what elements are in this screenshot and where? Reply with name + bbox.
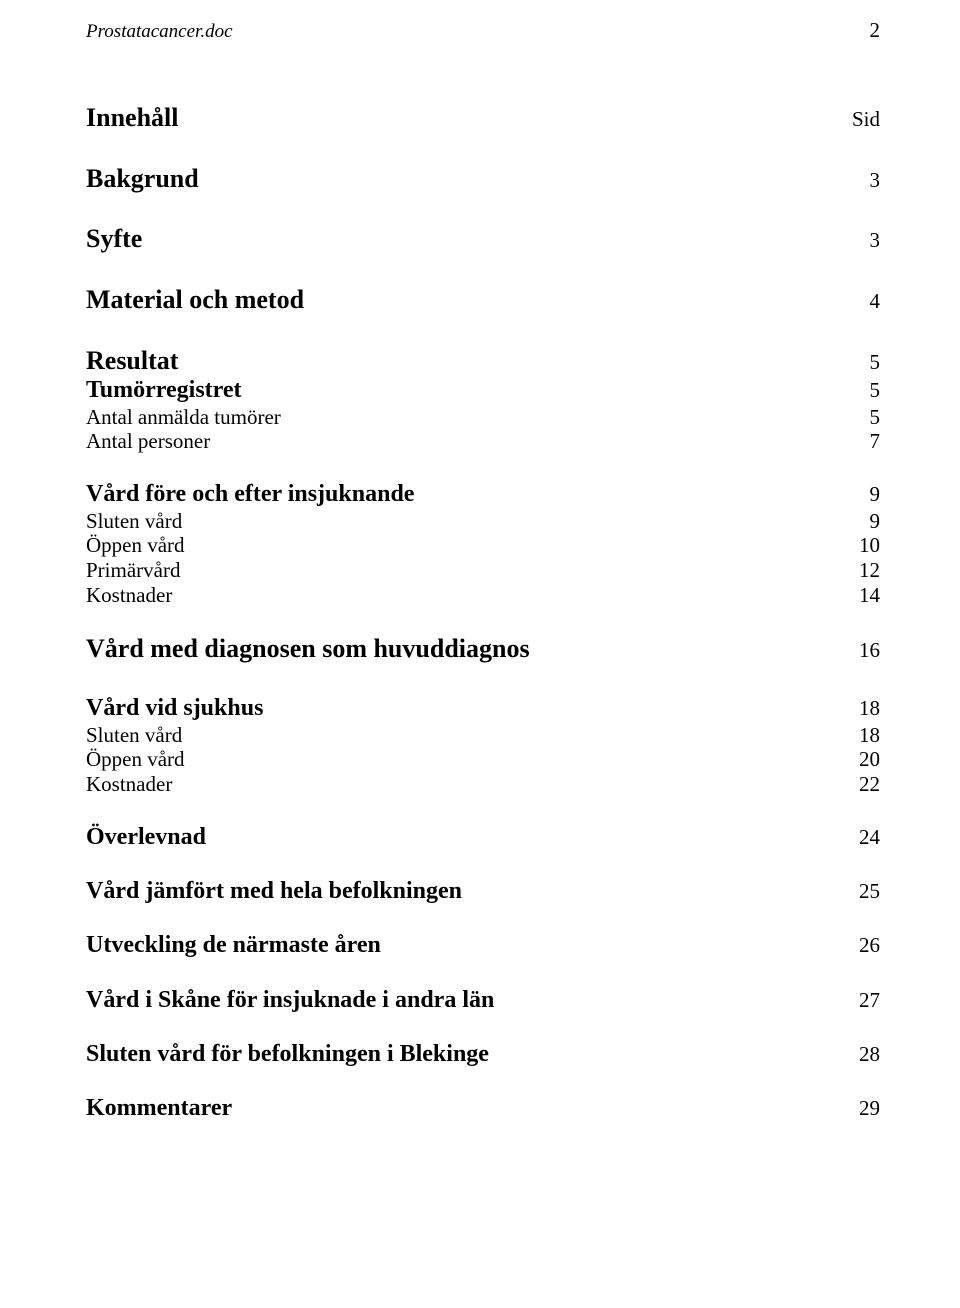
toc-page: 12 (850, 558, 880, 583)
toc-spacer (86, 664, 880, 694)
toc-row: Utveckling de närmaste åren 26 (86, 931, 880, 959)
toc-page: 10 (850, 533, 880, 558)
toc-label: Sluten vård (86, 723, 182, 748)
toc-page: 5 (850, 350, 880, 375)
toc-row: Bakgrund 3 (86, 164, 880, 195)
toc-page: 28 (850, 1042, 880, 1067)
header-filename: Prostatacancer.doc (86, 21, 233, 43)
toc-row: Sluten vård 18 (86, 723, 880, 748)
toc-spacer (86, 851, 880, 877)
toc-page: 24 (850, 825, 880, 850)
toc-row: Kostnader 22 (86, 772, 880, 797)
toc-row: Öppen vård 10 (86, 533, 880, 558)
toc-label: Bakgrund (86, 164, 199, 195)
toc-label: Vård vid sjukhus (86, 694, 263, 722)
toc-row: Material och metod 4 (86, 285, 880, 316)
toc-row: Resultat 5 (86, 346, 880, 377)
toc-row: Sluten vård för befolkningen i Blekinge 2… (86, 1040, 880, 1068)
toc-page: 3 (850, 168, 880, 193)
toc-label: Antal anmälda tumörer (86, 405, 281, 430)
toc-spacer (86, 454, 880, 480)
toc-row: Vård vid sjukhus 18 (86, 694, 880, 722)
toc-label: Sluten vård för befolkningen i Blekinge (86, 1040, 489, 1068)
toc-page: 25 (850, 879, 880, 904)
toc-row: Vård med diagnosen som huvuddiagnos 16 (86, 634, 880, 665)
toc-page: 9 (850, 482, 880, 507)
toc-spacer (86, 905, 880, 931)
toc-spacer (86, 134, 880, 164)
toc-label: Material och metod (86, 285, 304, 316)
toc-label: Kommentarer (86, 1094, 232, 1122)
document-page: Prostatacancer.doc 2 Innehåll Sid Bakgrund… (0, 0, 960, 1308)
toc-page: 16 (850, 638, 880, 663)
toc-label: Öppen vård (86, 533, 185, 558)
toc-page: 20 (850, 747, 880, 772)
toc-spacer (86, 1014, 880, 1040)
toc-spacer (86, 1068, 880, 1094)
toc-spacer (86, 608, 880, 634)
toc-page: 22 (850, 772, 880, 797)
toc-row: Överlevnad 24 (86, 823, 880, 851)
toc-label: Vård med diagnosen som huvuddiagnos (86, 634, 530, 665)
toc-label: Överlevnad (86, 823, 206, 851)
toc-row: Antal anmälda tumörer 5 (86, 405, 880, 430)
toc-page: 27 (850, 988, 880, 1013)
toc-page: 4 (850, 289, 880, 314)
toc-row: Sluten vård 9 (86, 509, 880, 534)
toc-label: Tumörregistret (86, 376, 242, 404)
toc-label: Vård före och efter insjuknande (86, 480, 414, 508)
toc-page: 9 (850, 509, 880, 534)
toc-page: 7 (850, 429, 880, 454)
toc-row: Innehåll Sid (86, 103, 880, 134)
toc-row: Antal personer 7 (86, 429, 880, 454)
toc-label: Kostnader (86, 583, 172, 608)
toc-page: 18 (850, 696, 880, 721)
header-page-number: 2 (870, 18, 881, 43)
toc-label: Syfte (86, 224, 142, 255)
toc-spacer (86, 960, 880, 986)
toc-label: Vård i Skåne för insjuknade i andra län (86, 986, 494, 1014)
toc-row: Kostnader 14 (86, 583, 880, 608)
toc-spacer (86, 316, 880, 346)
toc-row: Vård i Skåne för insjuknade i andra län 2… (86, 986, 880, 1014)
toc-page: 26 (850, 933, 880, 958)
toc-label: Resultat (86, 346, 178, 377)
table-of-contents: Innehåll Sid Bakgrund 3 Syfte 3 Material och m… (86, 103, 880, 1123)
toc-label: Antal personer (86, 429, 210, 454)
toc-spacer (86, 194, 880, 224)
toc-label: Kostnader (86, 772, 172, 797)
toc-label: Primärvård (86, 558, 180, 583)
toc-row: Öppen vård 20 (86, 747, 880, 772)
toc-page: 5 (850, 405, 880, 430)
toc-page: 3 (850, 228, 880, 253)
toc-row: Kommentarer 29 (86, 1094, 880, 1122)
page-header: Prostatacancer.doc 2 (86, 18, 880, 43)
toc-page: 14 (850, 583, 880, 608)
toc-page: Sid (850, 107, 880, 132)
toc-label: Vård jämfört med hela befolkningen (86, 877, 462, 905)
toc-label: Utveckling de närmaste åren (86, 931, 381, 959)
toc-row: Vård jämfört med hela befolkningen 25 (86, 877, 880, 905)
toc-row: Syfte 3 (86, 224, 880, 255)
toc-page: 18 (850, 723, 880, 748)
toc-row: Vård före och efter insjuknande 9 (86, 480, 880, 508)
toc-page: 29 (850, 1096, 880, 1121)
toc-label: Sluten vård (86, 509, 182, 534)
toc-spacer (86, 797, 880, 823)
toc-label: Innehåll (86, 103, 179, 134)
toc-page: 5 (850, 378, 880, 403)
toc-row: Tumörregistret 5 (86, 376, 880, 404)
toc-label: Öppen vård (86, 747, 185, 772)
toc-spacer (86, 255, 880, 285)
toc-row: Primärvård 12 (86, 558, 880, 583)
